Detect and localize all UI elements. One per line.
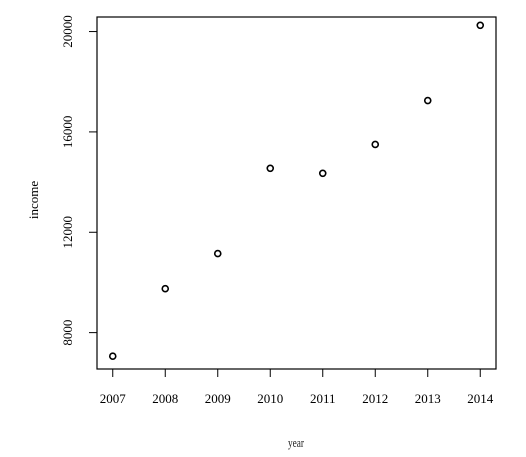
plot-area (96, 16, 497, 370)
data-points (108, 21, 485, 361)
data-point-2014 (476, 21, 485, 30)
data-point-2009 (213, 249, 222, 258)
x-axis: 2007 2008 2009 2010 2011 2012 2013 2014 (100, 368, 494, 406)
y-tick-label-8000: 8000 (60, 320, 75, 346)
y-axis-title: income (26, 181, 41, 219)
data-point-2007 (108, 352, 117, 361)
y-tick-label-20000: 20000 (60, 15, 75, 48)
x-tick-label-2013: 2013 (415, 391, 441, 406)
y-axis: 8000 12000 16000 20000 (60, 15, 98, 346)
y-tick-label-16000: 16000 (60, 116, 75, 149)
data-point-2008 (161, 284, 170, 293)
data-point-2010 (266, 164, 275, 173)
x-tick-label-2009: 2009 (205, 391, 231, 406)
data-point-2013 (423, 96, 432, 105)
x-tick-label-2014: 2014 (467, 391, 494, 406)
x-tick-label-2008: 2008 (152, 391, 178, 406)
data-point-2012 (371, 140, 380, 149)
x-tick-label-2010: 2010 (257, 391, 283, 406)
x-tick-label-2007: 2007 (100, 391, 127, 406)
x-tick-label-2011: 2011 (310, 391, 336, 406)
x-axis-title: year (288, 435, 304, 450)
y-tick-label-12000: 12000 (60, 216, 75, 249)
x-tick-label-2012: 2012 (362, 391, 388, 406)
data-point-2011 (318, 169, 327, 178)
